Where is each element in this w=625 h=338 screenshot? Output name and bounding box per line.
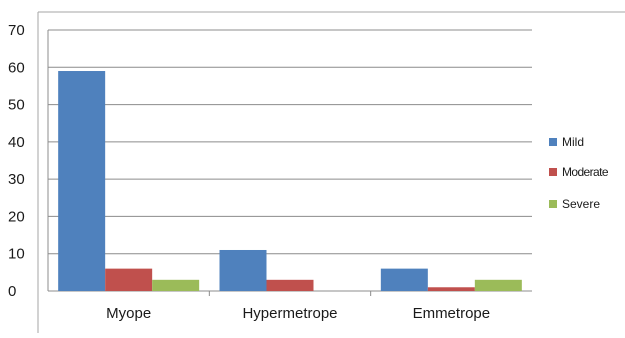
y-tick-label: 20: [8, 208, 25, 225]
gridlines: [48, 29, 532, 255]
axis-labels: 0 10 20 30 40 50 60 70 Myope Hypermetrope Emmetrop…: [8, 22, 490, 322]
y-tick-label: 70: [8, 22, 25, 39]
bar-mild-emmetrope: [380, 268, 428, 291]
legend-label-severe: Severe: [562, 197, 600, 211]
x-category-label: Emmetrope: [413, 305, 491, 322]
y-tick-label: 40: [8, 134, 25, 151]
legend-label-mild: Mild: [562, 135, 584, 149]
bars: [58, 71, 522, 291]
axes: [47, 30, 532, 296]
y-tick-label: 60: [8, 59, 25, 76]
legend-swatch-mild: [549, 138, 557, 146]
legend: Mild Moderate Severe: [549, 135, 609, 211]
bar-mild-hypermetrope: [219, 249, 267, 291]
bar-moderate-myope: [105, 268, 153, 291]
y-tick-label: 50: [8, 97, 25, 114]
legend-swatch-moderate: [549, 168, 557, 176]
bar-mild-myope: [58, 71, 106, 291]
bar-severe-myope: [152, 279, 200, 291]
legend-label-moderate: Moderate: [562, 165, 609, 179]
x-category-label: Hypermetrope: [242, 305, 337, 322]
x-category-label: Myope: [106, 305, 151, 322]
bar-severe-emmetrope: [474, 279, 522, 291]
legend-swatch-severe: [549, 200, 557, 208]
y-tick-label: 10: [8, 246, 25, 263]
bar-moderate-hypermetrope: [266, 279, 314, 291]
y-tick-label: 30: [8, 171, 25, 188]
bar-moderate-emmetrope: [427, 287, 475, 291]
chart-frame-border: [37, 11, 625, 333]
y-tick-label: 0: [8, 283, 16, 300]
